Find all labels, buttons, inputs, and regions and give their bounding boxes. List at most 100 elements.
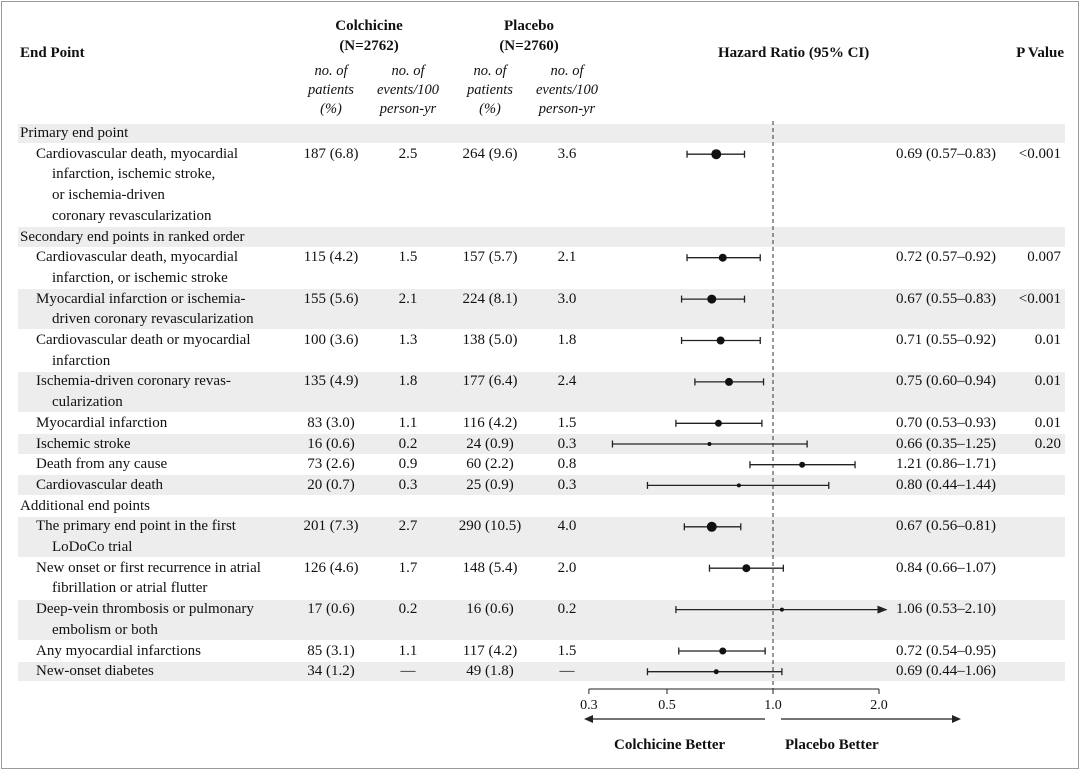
p-value-cell: 0.01 (1034, 414, 1061, 431)
placebo-events-cell: — (559, 663, 575, 680)
hazard-ratio-cell: 0.80 (0.44–1.44) (896, 476, 996, 493)
p-value-cell: 0.01 (1034, 332, 1061, 348)
hazard-ratio-cell: 0.66 (0.35–1.25) (896, 435, 996, 452)
colchicine-patients-cell: 85 (3.1) (307, 642, 355, 659)
placebo-header: Placebo (504, 18, 554, 34)
x-tick-label: 0.5 (658, 698, 676, 713)
row-band (18, 434, 1065, 454)
placebo-patients-cell: 290 (10.5) (458, 518, 522, 535)
placebo-events-sub-1: no. of (550, 63, 584, 79)
placebo-patients-cell: 148 (5.4) (462, 559, 518, 576)
placebo-events-cell: 1.5 (557, 414, 577, 431)
colchicine-patients-sub-3: (%) (320, 101, 342, 117)
hazard-ratio-cell: 0.84 (0.66–1.07) (896, 559, 996, 576)
endpoint-label: Myocardial infarction or ischemia- (36, 290, 246, 307)
colchicine-patients-sub-2: patients (308, 82, 354, 98)
p-value-cell: 0.20 (1034, 435, 1061, 452)
section-label: Additional end points (20, 497, 150, 514)
colchicine-patients-cell: 34 (1.2) (307, 663, 355, 680)
row-band (18, 227, 1065, 247)
placebo-patients-cell: 60 (2.2) (466, 456, 514, 473)
row-band (18, 289, 1065, 330)
colchicine-patients-cell: 155 (5.6) (303, 290, 359, 307)
row-band (18, 661, 1065, 682)
colchicine-events-cell: 2.7 (398, 518, 418, 535)
endpoint-label: infarction (52, 352, 111, 369)
x-tick-label: 1.0 (764, 698, 782, 713)
colchicine-events-cell: 0.2 (398, 601, 418, 618)
colchicine-events-cell: 1.5 (398, 249, 418, 266)
left-arrow-head (584, 715, 593, 723)
point-estimate (799, 461, 806, 468)
hazard-ratio-cell: 0.67 (0.55–0.83) (896, 290, 996, 307)
row-band (18, 475, 1065, 496)
colchicine-patients-cell: 73 (2.6) (307, 456, 355, 473)
colchicine-patients-cell: 135 (4.9) (303, 373, 359, 390)
placebo-patients-cell: 157 (5.7) (462, 249, 518, 266)
placebo-patients-cell: 16 (0.6) (466, 601, 514, 618)
p-value-cell: <0.001 (1018, 290, 1061, 307)
right-arrow-head (952, 715, 961, 723)
row-band (18, 123, 1065, 144)
point-estimate (725, 377, 734, 386)
hazard-ratio-cell: 0.67 (0.56–0.81) (896, 518, 996, 535)
point-estimate (707, 442, 712, 446)
colchicine-patients-cell: 100 (3.6) (303, 332, 359, 348)
placebo-patients-cell: 138 (5.0) (462, 332, 518, 348)
endpoint-label: LoDoCo trial (52, 539, 133, 555)
endpoint-label: Myocardial infarction (36, 414, 168, 431)
endpoint-label: Cardiovascular death or myocardial (36, 332, 251, 348)
placebo-patients-cell: 24 (0.9) (466, 435, 514, 452)
colchicine-header: Colchicine (335, 18, 403, 34)
hazard-ratio-cell: 0.72 (0.57–0.92) (896, 249, 996, 266)
endpoint-label: Deep-vein thrombosis or pulmonary (36, 601, 254, 618)
x-tick-label: 2.0 (870, 698, 888, 713)
endpoint-label: cularization (52, 394, 123, 411)
placebo-events-cell: 2.0 (557, 559, 577, 576)
endpoint-label: Cardiovascular death, myocardial (36, 249, 239, 266)
endpoint-label: New-onset diabetes (36, 663, 154, 680)
colchicine-events-cell: 1.8 (398, 373, 418, 390)
hazard-ratio-cell: 0.72 (0.54–0.95) (896, 642, 996, 659)
placebo-patients-cell: 177 (6.4) (462, 373, 518, 390)
colchicine-patients-cell: 126 (4.6) (303, 559, 359, 576)
p-value-cell: <0.001 (1018, 145, 1061, 162)
endpoint-label: Ischemic stroke (36, 435, 131, 452)
colchicine-n: (N=2762) (339, 38, 399, 54)
placebo-events-cell: 1.5 (557, 642, 577, 659)
colchicine-patients-cell: 16 (0.6) (307, 435, 355, 452)
placebo-events-cell: 4.0 (557, 518, 577, 535)
placebo-events-cell: 2.4 (557, 373, 577, 390)
endpoint-label: infarction, or ischemic stroke (52, 269, 228, 286)
placebo-patients-cell: 117 (4.2) (462, 642, 518, 659)
point-estimate (716, 336, 725, 345)
colchicine-patients-cell: 17 (0.6) (307, 601, 355, 618)
colchicine-events-cell: 1.7 (398, 559, 418, 576)
endpoint-label: Ischemia-driven coronary revas- (36, 373, 231, 390)
placebo-events-cell: 3.6 (557, 145, 577, 162)
colchicine-events-sub-2: events/100 (376, 82, 439, 98)
endpoint-label: Death from any cause (36, 456, 168, 473)
section-label: Primary end point (20, 125, 129, 141)
x-tick-label: 0.3 (580, 698, 598, 713)
endpoint-label: driven coronary revascularization (52, 311, 254, 328)
colchicine-events-cell: 1.1 (398, 642, 418, 659)
row-band (18, 371, 1065, 413)
point-estimate (706, 521, 717, 532)
colchicine-patients-sub-1: no. of (314, 63, 348, 79)
endpoint-label: Cardiovascular death (36, 476, 164, 493)
x-axis: 0.3 0.5 1.0 2.0 (580, 688, 961, 723)
p-value-header: P Value (1016, 45, 1064, 61)
hazard-ratio-cell: 1.21 (0.86–1.71) (896, 456, 996, 473)
placebo-n: (N=2760) (499, 38, 559, 54)
forest-plot-marks (611, 149, 888, 676)
placebo-patients-sub-1: no. of (473, 63, 507, 79)
placebo-events-cell: 2.1 (557, 249, 577, 266)
colchicine-events-cell: 0.3 (398, 476, 418, 493)
hazard-ratio-cell: 0.71 (0.55–0.92) (896, 332, 996, 348)
endpoint-label: Any myocardial infarctions (36, 642, 201, 659)
point-estimate (713, 669, 719, 675)
colchicine-better-label: Colchicine Better (614, 737, 726, 753)
ci-arrow-head (877, 605, 888, 614)
colchicine-events-cell: 0.9 (398, 456, 418, 473)
